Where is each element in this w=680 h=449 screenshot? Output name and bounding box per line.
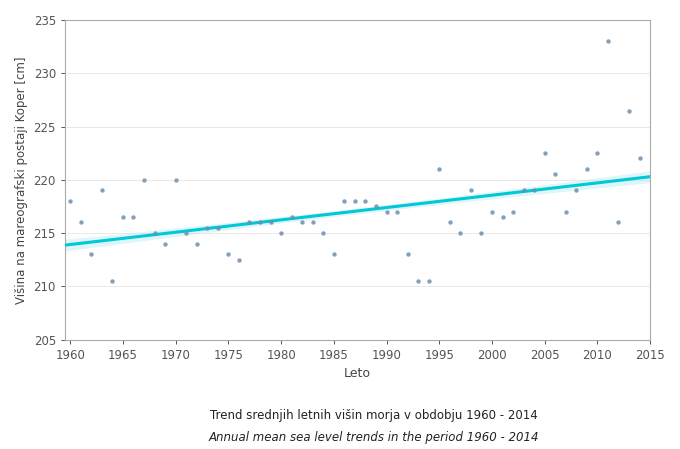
Point <box>139 176 150 183</box>
Point <box>476 229 487 237</box>
X-axis label: Leto: Leto <box>344 367 371 380</box>
Point <box>307 219 318 226</box>
Point <box>202 224 213 231</box>
Text: Annual mean sea level trends in the period 1960 - 2014: Annual mean sea level trends in the peri… <box>209 431 539 444</box>
Point <box>360 198 371 205</box>
Point <box>265 219 276 226</box>
Point <box>160 240 171 247</box>
Point <box>592 150 603 157</box>
Point <box>434 166 445 173</box>
Point <box>254 219 265 226</box>
Point <box>318 229 328 237</box>
Point <box>507 208 518 216</box>
Point <box>328 251 339 258</box>
Point <box>560 208 571 216</box>
Point <box>413 277 424 285</box>
Point <box>602 38 613 45</box>
Point <box>212 224 223 231</box>
Point <box>170 176 181 183</box>
Point <box>107 277 118 285</box>
Point <box>613 219 624 226</box>
Point <box>571 187 582 194</box>
Point <box>191 240 202 247</box>
Point <box>75 219 86 226</box>
Point <box>497 213 508 220</box>
Point <box>371 203 381 210</box>
Point <box>223 251 234 258</box>
Point <box>455 229 466 237</box>
Point <box>275 229 286 237</box>
Point <box>581 166 592 173</box>
Point <box>423 277 434 285</box>
Point <box>339 198 350 205</box>
Point <box>624 107 634 114</box>
Point <box>86 251 97 258</box>
Point <box>97 187 107 194</box>
Point <box>529 187 540 194</box>
Point <box>181 229 192 237</box>
Point <box>444 219 455 226</box>
Y-axis label: Višina na mareografski postaji Koper [cm]: Višina na mareografski postaji Koper [cm… <box>15 56 28 304</box>
Point <box>402 251 413 258</box>
Point <box>465 187 476 194</box>
Point <box>118 213 129 220</box>
Point <box>634 155 645 162</box>
Point <box>350 198 360 205</box>
Point <box>392 208 403 216</box>
Point <box>233 256 244 263</box>
Point <box>244 219 255 226</box>
Point <box>518 187 529 194</box>
Point <box>286 213 297 220</box>
Text: Trend srednjih letnih višin morja v obdobju 1960 - 2014: Trend srednjih letnih višin morja v obdo… <box>210 409 538 422</box>
Point <box>128 213 139 220</box>
Point <box>65 198 75 205</box>
Point <box>550 171 561 178</box>
Point <box>149 229 160 237</box>
Point <box>381 208 392 216</box>
Point <box>486 208 497 216</box>
Point <box>539 150 550 157</box>
Point <box>296 219 307 226</box>
